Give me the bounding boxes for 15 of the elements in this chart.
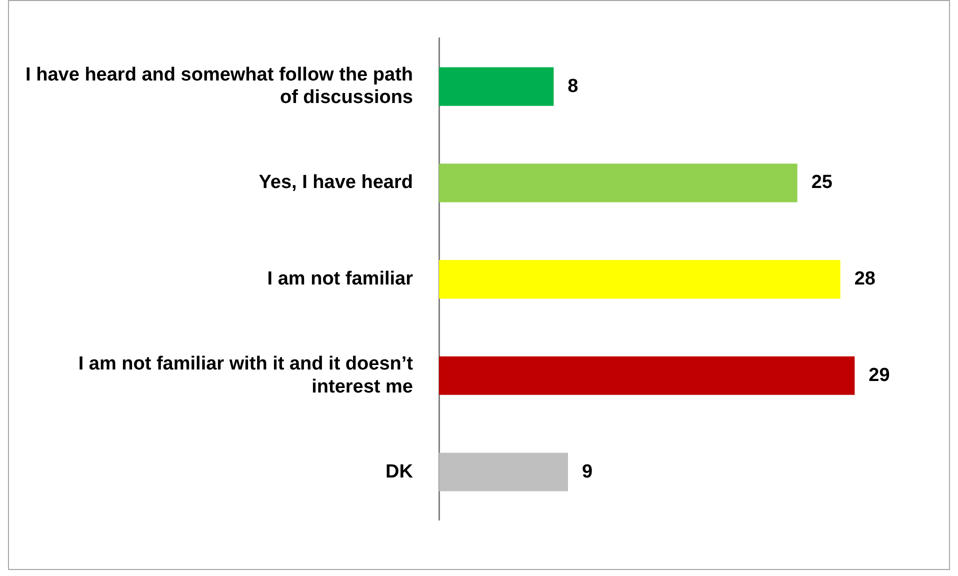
y-tick-label: I am not familiar bbox=[267, 268, 414, 290]
bar bbox=[439, 356, 855, 395]
data-label: 25 bbox=[811, 172, 833, 194]
data-label: 28 bbox=[854, 268, 876, 290]
y-tick-label: DK bbox=[386, 461, 414, 482]
bar bbox=[439, 452, 568, 492]
data-label: 9 bbox=[582, 461, 593, 482]
data-label: 29 bbox=[868, 364, 890, 386]
y-tick-label: Yes, I have heard bbox=[258, 172, 413, 194]
bar bbox=[439, 67, 554, 106]
bar bbox=[439, 164, 798, 202]
y-tick-label: I am not familiar with it and it doesn’t interest me bbox=[78, 353, 414, 398]
bar bbox=[439, 260, 840, 299]
data-label: 8 bbox=[568, 76, 578, 97]
y-tick-label: I have heard and somewhat follow the path of discussions bbox=[26, 64, 413, 108]
